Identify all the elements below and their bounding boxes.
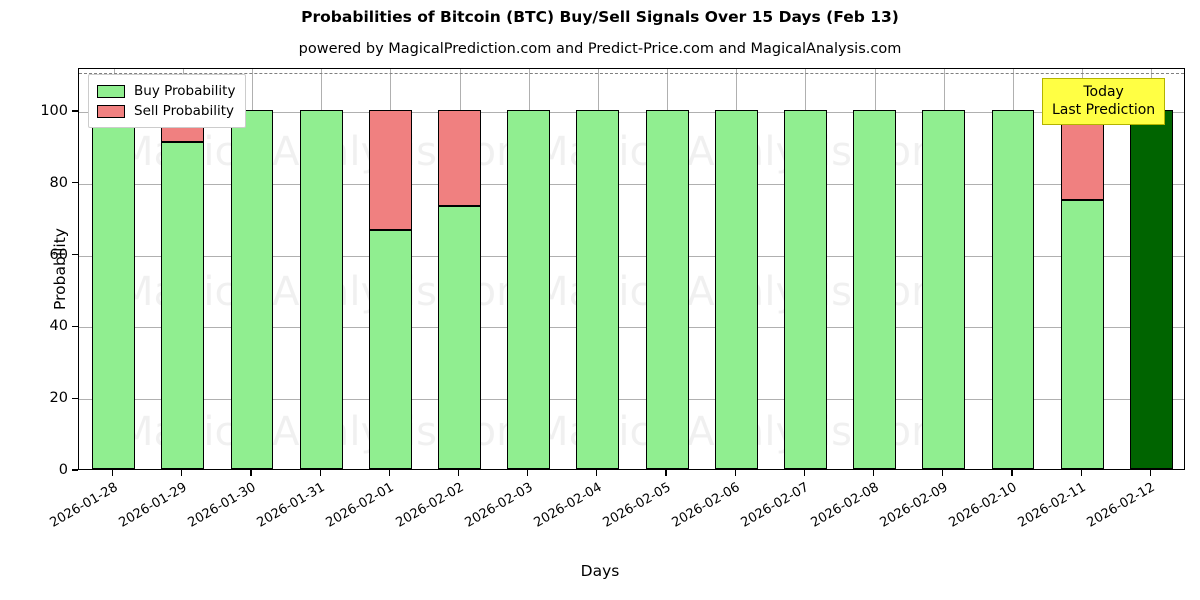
y-axis-tick-label: 100 <box>40 103 68 120</box>
bar-group[interactable] <box>991 69 1035 469</box>
y-axis-tick-label: 20 <box>49 390 68 407</box>
bar-group[interactable] <box>714 69 758 469</box>
y-axis-tick-mark <box>72 325 78 328</box>
bar-segment-buy[interactable] <box>507 110 551 469</box>
x-axis-tick-mark <box>734 470 736 476</box>
bar-segment-buy[interactable] <box>714 110 758 469</box>
chart-legend: Buy Probability Sell Probability <box>88 74 247 128</box>
bar-group[interactable] <box>784 69 827 469</box>
chart-title: Probabilities of Bitcoin (BTC) Buy/Sell … <box>301 8 899 26</box>
bar-segment-buy[interactable] <box>784 110 827 469</box>
bar-group[interactable] <box>645 69 689 469</box>
x-axis-tick-mark <box>181 470 183 476</box>
x-axis-tick-mark <box>873 470 875 476</box>
gridline-horizontal <box>79 112 1184 114</box>
x-axis-tick-mark <box>457 470 460 476</box>
legend-label-sell: Sell Probability <box>134 103 235 119</box>
x-axis-tick-mark <box>319 470 321 476</box>
bar-segment-buy[interactable] <box>645 110 689 469</box>
y-axis-tick-label: 80 <box>49 174 68 191</box>
today-annotation-line2: Last Prediction <box>1052 102 1156 118</box>
bar-group[interactable] <box>92 69 136 469</box>
x-axis-tick-mark <box>803 470 806 476</box>
bar-group[interactable] <box>922 69 966 469</box>
bar-group[interactable] <box>1060 69 1104 469</box>
bar-group[interactable] <box>576 69 620 469</box>
x-axis-tick-mark <box>388 470 390 476</box>
bar-segment-buy[interactable] <box>991 110 1035 469</box>
bar-segment-today[interactable] <box>1129 110 1173 469</box>
legend-label-buy: Buy Probability <box>134 83 236 99</box>
today-annotation-line1: Today <box>1083 84 1124 100</box>
bar-segment-buy[interactable] <box>438 205 481 469</box>
bar-segment-buy[interactable] <box>853 110 897 469</box>
bar-group[interactable] <box>1129 69 1173 469</box>
x-axis-tick-mark <box>1011 470 1013 476</box>
y-axis-tick-label: 0 <box>58 462 68 478</box>
y-axis-tick-mark <box>72 182 78 184</box>
bar-segment-buy[interactable] <box>299 110 343 469</box>
y-axis-title: Probability <box>51 228 69 310</box>
gridline-horizontal <box>79 183 1184 185</box>
bar-group[interactable] <box>853 69 897 469</box>
x-axis-tick-mark <box>111 470 114 476</box>
bar-segment-sell[interactable] <box>368 110 412 230</box>
gridline-horizontal <box>79 255 1184 257</box>
x-axis-tick-mark <box>665 470 667 476</box>
today-annotation: Today Last Prediction <box>1042 78 1166 125</box>
bar-group[interactable] <box>299 69 343 469</box>
bar-group[interactable] <box>230 69 274 469</box>
legend-swatch-buy <box>97 84 125 98</box>
bar-group[interactable] <box>507 69 551 469</box>
bar-group[interactable] <box>368 69 412 469</box>
y-axis-tick-label: 40 <box>49 318 68 335</box>
bar-segment-buy[interactable] <box>1060 199 1104 469</box>
x-axis-tick-mark <box>596 470 598 476</box>
bar-segment-buy[interactable] <box>92 110 136 469</box>
bar-segment-buy[interactable] <box>576 110 620 469</box>
bar-segment-buy[interactable] <box>368 229 412 469</box>
x-axis-tick-mark <box>1149 470 1151 476</box>
bar-segment-buy[interactable] <box>922 110 966 469</box>
x-axis-tick-mark <box>1080 470 1082 476</box>
y-axis-tick-mark <box>72 110 78 112</box>
bar-group[interactable] <box>161 69 205 469</box>
bar-group[interactable] <box>438 69 481 469</box>
legend-item-buy[interactable]: Buy Probability <box>97 81 235 101</box>
y-axis-tick-label: 60 <box>49 246 68 263</box>
y-axis-tick-mark <box>72 397 78 399</box>
threshold-line <box>79 72 1184 74</box>
gridline-horizontal <box>79 399 1184 401</box>
legend-item-sell[interactable]: Sell Probability <box>97 101 235 121</box>
y-axis-tick-mark <box>72 469 78 471</box>
bar-segment-sell[interactable] <box>1060 110 1104 200</box>
bar-segment-buy[interactable] <box>230 110 274 469</box>
y-axis-tick-mark <box>72 254 78 256</box>
x-axis-tick-mark <box>942 470 944 476</box>
plot-area: MagicalAnalysis.comMagicalAnalysis.comMa… <box>78 68 1185 470</box>
chart-subtitle: powered by MagicalPrediction.com and Pre… <box>298 41 902 57</box>
bar-segment-sell[interactable] <box>438 110 481 206</box>
bar-segment-buy[interactable] <box>161 142 205 469</box>
x-axis-tick-mark <box>250 470 252 476</box>
gridline-horizontal <box>79 327 1184 329</box>
x-axis-title: Days <box>580 562 620 580</box>
x-axis-tick-mark <box>527 470 529 476</box>
legend-swatch-sell <box>97 104 125 118</box>
